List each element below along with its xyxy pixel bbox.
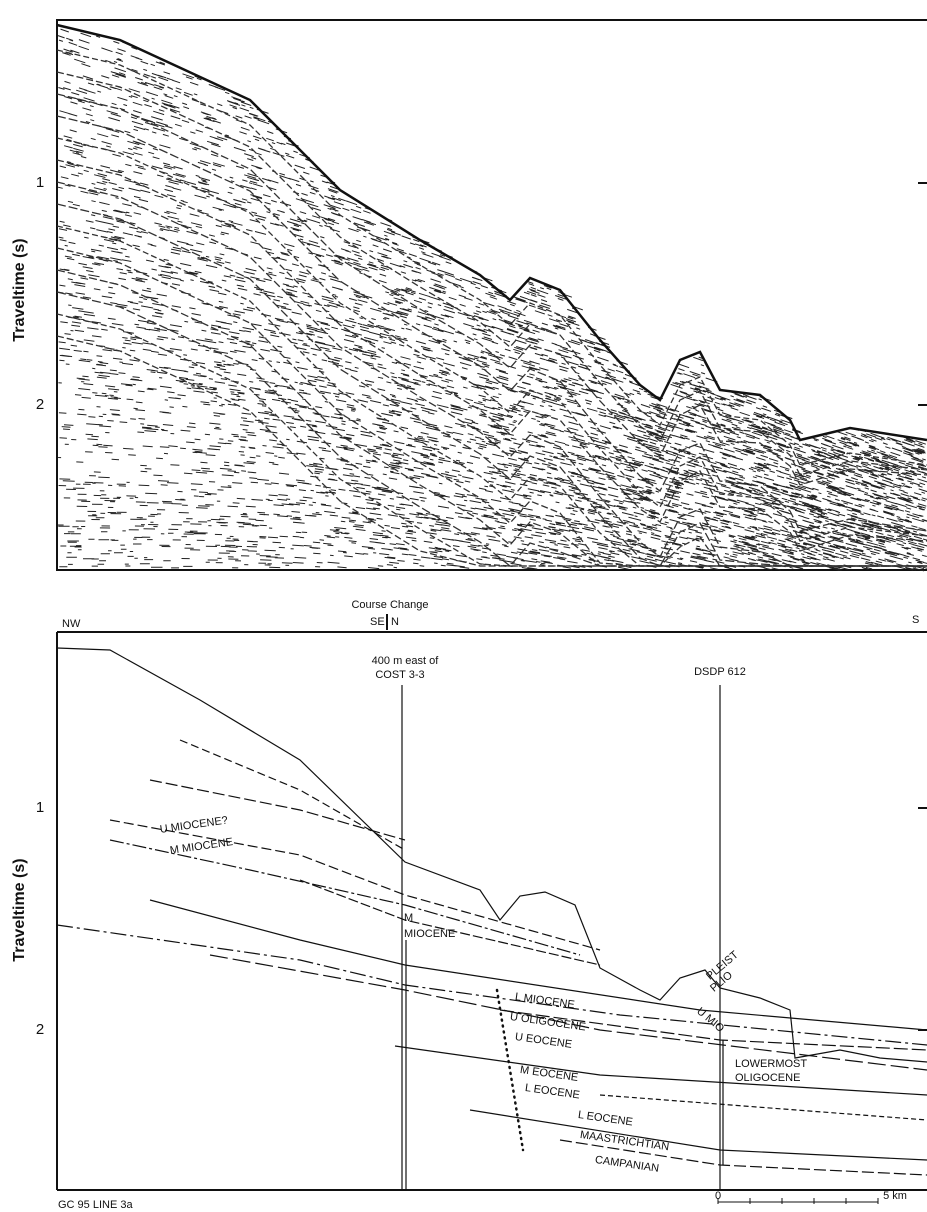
unit-label: M bbox=[404, 912, 413, 924]
direction: SE bbox=[370, 616, 385, 628]
y-axis-label: Traveltime (s) bbox=[11, 858, 28, 961]
course-change: Course Change bbox=[351, 599, 428, 611]
y-tick-label: 1 bbox=[36, 174, 44, 191]
horizon bbox=[210, 955, 927, 1070]
reflector bbox=[57, 226, 927, 566]
unit-label: OLIGOCENE bbox=[735, 1072, 800, 1084]
horizon bbox=[110, 820, 600, 950]
bottom-panel: Traveltime (s) U MIOCENE?M MIOCENE M MIOCE… bbox=[11, 599, 927, 1211]
unit-label: L EOCENE bbox=[577, 1109, 633, 1129]
scale-label: 5 km bbox=[883, 1190, 907, 1202]
well-label: 400 m east of bbox=[372, 655, 440, 667]
figure: Traveltime (s) Traveltime (s) U MIOCENE?… bbox=[0, 0, 927, 1212]
unit-label: CAMPANIAN bbox=[594, 1154, 660, 1175]
unit-label: U MIO bbox=[694, 1005, 726, 1035]
unit-label: U OLIGOCENE bbox=[509, 1011, 586, 1034]
horizon bbox=[57, 925, 927, 1045]
well-label: DSDP 612 bbox=[694, 666, 746, 678]
unit-label: MIOCENE bbox=[404, 928, 455, 940]
direction: N bbox=[391, 616, 399, 628]
top-panel: Traveltime (s) bbox=[11, 20, 927, 571]
y-tick-label: 2 bbox=[36, 396, 44, 413]
direction: S bbox=[912, 614, 919, 626]
well-label: COST 3-3 bbox=[375, 669, 424, 681]
y-tick-label: 1 bbox=[36, 799, 44, 816]
scale-bar bbox=[718, 1198, 878, 1204]
seafloor bbox=[57, 648, 927, 1062]
y-tick-label: 2 bbox=[36, 1021, 44, 1038]
unit-label: M MIOCENE bbox=[169, 836, 234, 857]
horizon bbox=[180, 740, 405, 850]
unit-label: U MIOCENE? bbox=[159, 814, 228, 835]
unit-label: L MIOCENE bbox=[514, 991, 575, 1011]
reflector-dashes bbox=[58, 29, 927, 571]
unit-label: M EOCENE bbox=[519, 1064, 579, 1084]
reflector bbox=[57, 116, 927, 531]
horizon bbox=[395, 1046, 927, 1095]
horizon bbox=[300, 880, 600, 965]
unit-label: LOWERMOST bbox=[735, 1058, 807, 1070]
reflector bbox=[57, 50, 927, 465]
unit-label: U EOCENE bbox=[514, 1031, 573, 1051]
horizon bbox=[600, 1095, 927, 1120]
seismic-texture bbox=[57, 25, 927, 571]
horizon bbox=[470, 1110, 927, 1160]
seafloor bbox=[57, 25, 927, 440]
direction: NW bbox=[62, 618, 81, 630]
reflector bbox=[57, 204, 927, 566]
unit-label: L EOCENE bbox=[524, 1082, 580, 1102]
line-name: GC 95 LINE 3a bbox=[58, 1199, 133, 1211]
y-axis-label: Traveltime (s) bbox=[11, 238, 28, 341]
